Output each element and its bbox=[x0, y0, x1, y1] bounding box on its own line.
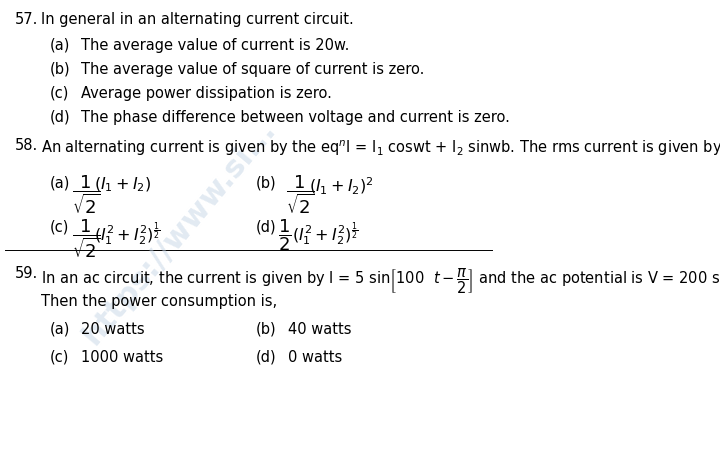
Text: $(I_1^2+I_2^2)^{\frac{1}{2}}$: $(I_1^2+I_2^2)^{\frac{1}{2}}$ bbox=[94, 220, 160, 248]
Text: In an ac circuit, the current is given by I = 5 sin$\left[100\ \ t-\dfrac{\pi}{2: In an ac circuit, the current is given b… bbox=[42, 266, 720, 296]
Text: The phase difference between voltage and current is zero.: The phase difference between voltage and… bbox=[81, 110, 510, 125]
Text: Then the power consumption is,: Then the power consumption is, bbox=[42, 294, 277, 309]
Text: (b): (b) bbox=[256, 176, 276, 191]
Text: (a): (a) bbox=[50, 322, 70, 337]
Text: (d): (d) bbox=[256, 350, 276, 365]
Text: (c): (c) bbox=[50, 220, 69, 235]
Text: (b): (b) bbox=[256, 322, 276, 337]
Text: 59.: 59. bbox=[15, 266, 38, 281]
Text: $(I_1^2+I_2^2)^{\frac{1}{2}}$: $(I_1^2+I_2^2)^{\frac{1}{2}}$ bbox=[292, 220, 358, 248]
Text: The average value of current is 20w.: The average value of current is 20w. bbox=[81, 38, 350, 53]
Text: (c): (c) bbox=[50, 350, 69, 365]
Text: Average power dissipation is zero.: Average power dissipation is zero. bbox=[81, 86, 333, 101]
Text: (d): (d) bbox=[50, 110, 71, 125]
Text: 57.: 57. bbox=[15, 12, 39, 27]
Text: The average value of square of current is zero.: The average value of square of current i… bbox=[81, 62, 425, 77]
Text: $\dfrac{1}{\sqrt{2}}$: $\dfrac{1}{\sqrt{2}}$ bbox=[73, 217, 101, 260]
Text: $\dfrac{1}{\sqrt{2}}$: $\dfrac{1}{\sqrt{2}}$ bbox=[286, 173, 314, 216]
Text: (b): (b) bbox=[50, 62, 71, 77]
Text: 20 watts: 20 watts bbox=[81, 322, 145, 337]
Text: (c): (c) bbox=[50, 86, 69, 101]
Text: $\dfrac{1}{2}$: $\dfrac{1}{2}$ bbox=[278, 217, 292, 253]
Text: 0 watts: 0 watts bbox=[289, 350, 343, 365]
Text: 40 watts: 40 watts bbox=[289, 322, 352, 337]
Text: (d): (d) bbox=[256, 220, 276, 235]
Text: (a): (a) bbox=[50, 38, 70, 53]
Text: https://www.si...: https://www.si... bbox=[78, 114, 282, 350]
Text: In general in an alternating current circuit.: In general in an alternating current cir… bbox=[42, 12, 354, 27]
Text: 58.: 58. bbox=[15, 138, 38, 153]
Text: $(I_1+I_2)$: $(I_1+I_2)$ bbox=[94, 176, 151, 195]
Text: (a): (a) bbox=[50, 176, 70, 191]
Text: 1000 watts: 1000 watts bbox=[81, 350, 163, 365]
Text: An alternating current is given by the eq$^n$I = I$_1$ coswt + I$_2$ sinwb. The : An alternating current is given by the e… bbox=[42, 138, 720, 158]
Text: $\dfrac{1}{\sqrt{2}}$: $\dfrac{1}{\sqrt{2}}$ bbox=[73, 173, 101, 216]
Text: $(I_1+I_2)^2$: $(I_1+I_2)^2$ bbox=[308, 176, 374, 197]
